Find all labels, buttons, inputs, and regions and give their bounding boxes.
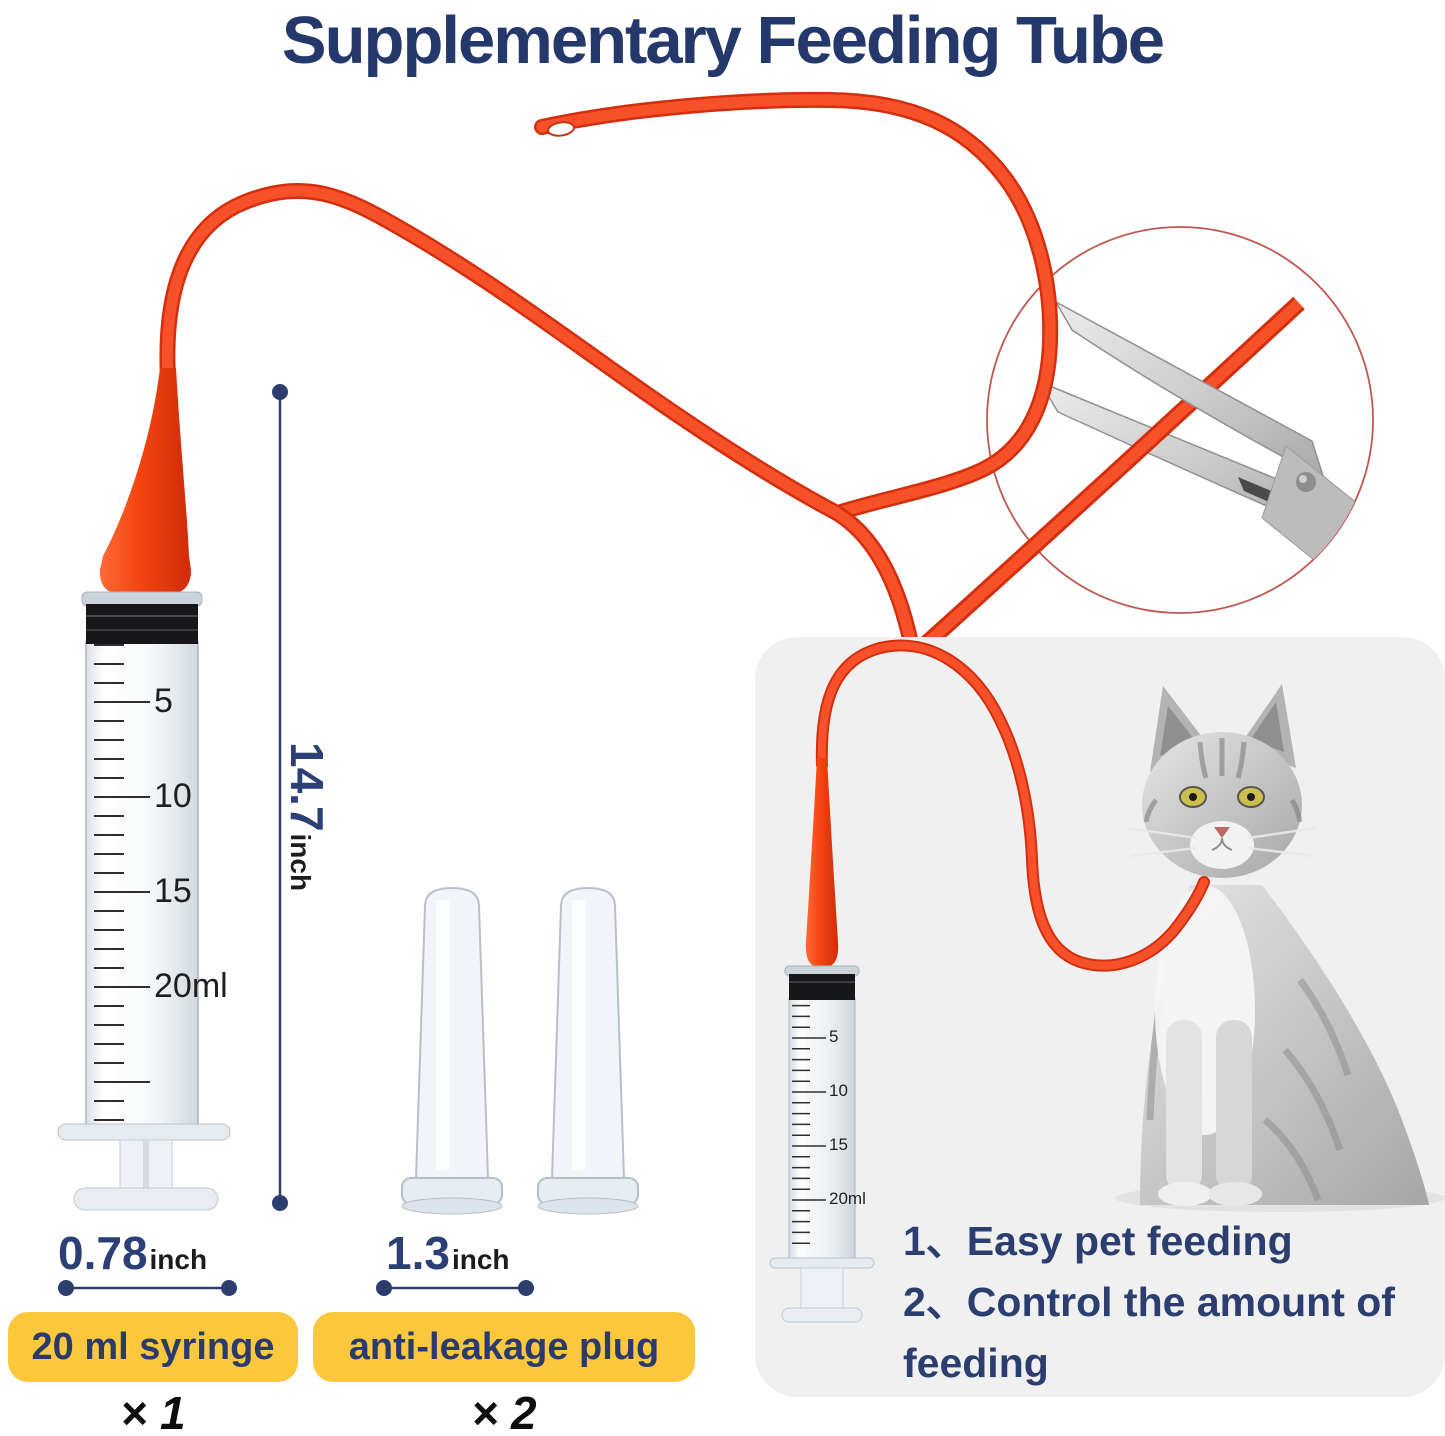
cat-photo bbox=[1115, 684, 1445, 1212]
height-value: 14.7 bbox=[281, 742, 333, 832]
benefit-list: 1、Easy pet feeding 2、Control the amount … bbox=[903, 1211, 1445, 1394]
panel-scale-10: 10 bbox=[829, 1081, 848, 1100]
syringe-width-label: 0.78 inch bbox=[58, 1226, 207, 1280]
feeding-tube bbox=[534, 91, 1059, 521]
plug-2 bbox=[537, 886, 639, 1215]
scissors-inset bbox=[900, 226, 1374, 669]
syringe-tip bbox=[99, 368, 191, 594]
benefit-item-1: 1、Easy pet feeding bbox=[903, 1218, 1293, 1264]
page-title: Supplementary Feeding Tube bbox=[281, 3, 1165, 78]
height-dimension-label: 14.7 inch bbox=[280, 742, 334, 891]
benefit-item-2: 2、Control the amount of feeding bbox=[903, 1279, 1395, 1386]
scale-5: 5 bbox=[154, 682, 173, 720]
tube-eyelet-hole bbox=[547, 121, 575, 137]
height-unit: inch bbox=[285, 833, 316, 892]
plug-badge: anti-leakage plug bbox=[313, 1312, 695, 1382]
feeding-tube-main bbox=[159, 183, 920, 656]
usage-panel: 5 10 15 20ml 1、Easy pet feeding 2、Contro… bbox=[755, 637, 1445, 1397]
panel-scale-20ml: 20ml bbox=[829, 1189, 866, 1208]
scale-20ml: 20ml bbox=[154, 967, 228, 1005]
cut-tube-piece bbox=[900, 296, 1305, 669]
scale-10: 10 bbox=[154, 777, 192, 815]
scale-15: 15 bbox=[154, 872, 192, 910]
usage-illustration bbox=[769, 639, 1445, 1323]
syringe-width-unit: inch bbox=[149, 1244, 208, 1275]
plug-count: × 2 bbox=[471, 1387, 537, 1436]
plug-1 bbox=[401, 886, 503, 1215]
syringe-illustration bbox=[57, 368, 231, 1211]
plug-width-value: 1.3 bbox=[386, 1227, 450, 1279]
syringe-width-value: 0.78 bbox=[58, 1227, 148, 1279]
syringe-badge: 20 ml syringe bbox=[8, 1312, 298, 1382]
plug-width-unit: inch bbox=[451, 1244, 510, 1275]
panel-scale-15: 15 bbox=[829, 1135, 848, 1154]
anti-leakage-plugs bbox=[401, 886, 639, 1215]
panel-scale-5: 5 bbox=[829, 1027, 839, 1046]
plug-width-label: 1.3 inch bbox=[386, 1226, 510, 1280]
panel-feeding-tube bbox=[815, 639, 1210, 972]
panel-syringe bbox=[769, 758, 875, 1323]
syringe-count: × 1 bbox=[120, 1387, 186, 1436]
